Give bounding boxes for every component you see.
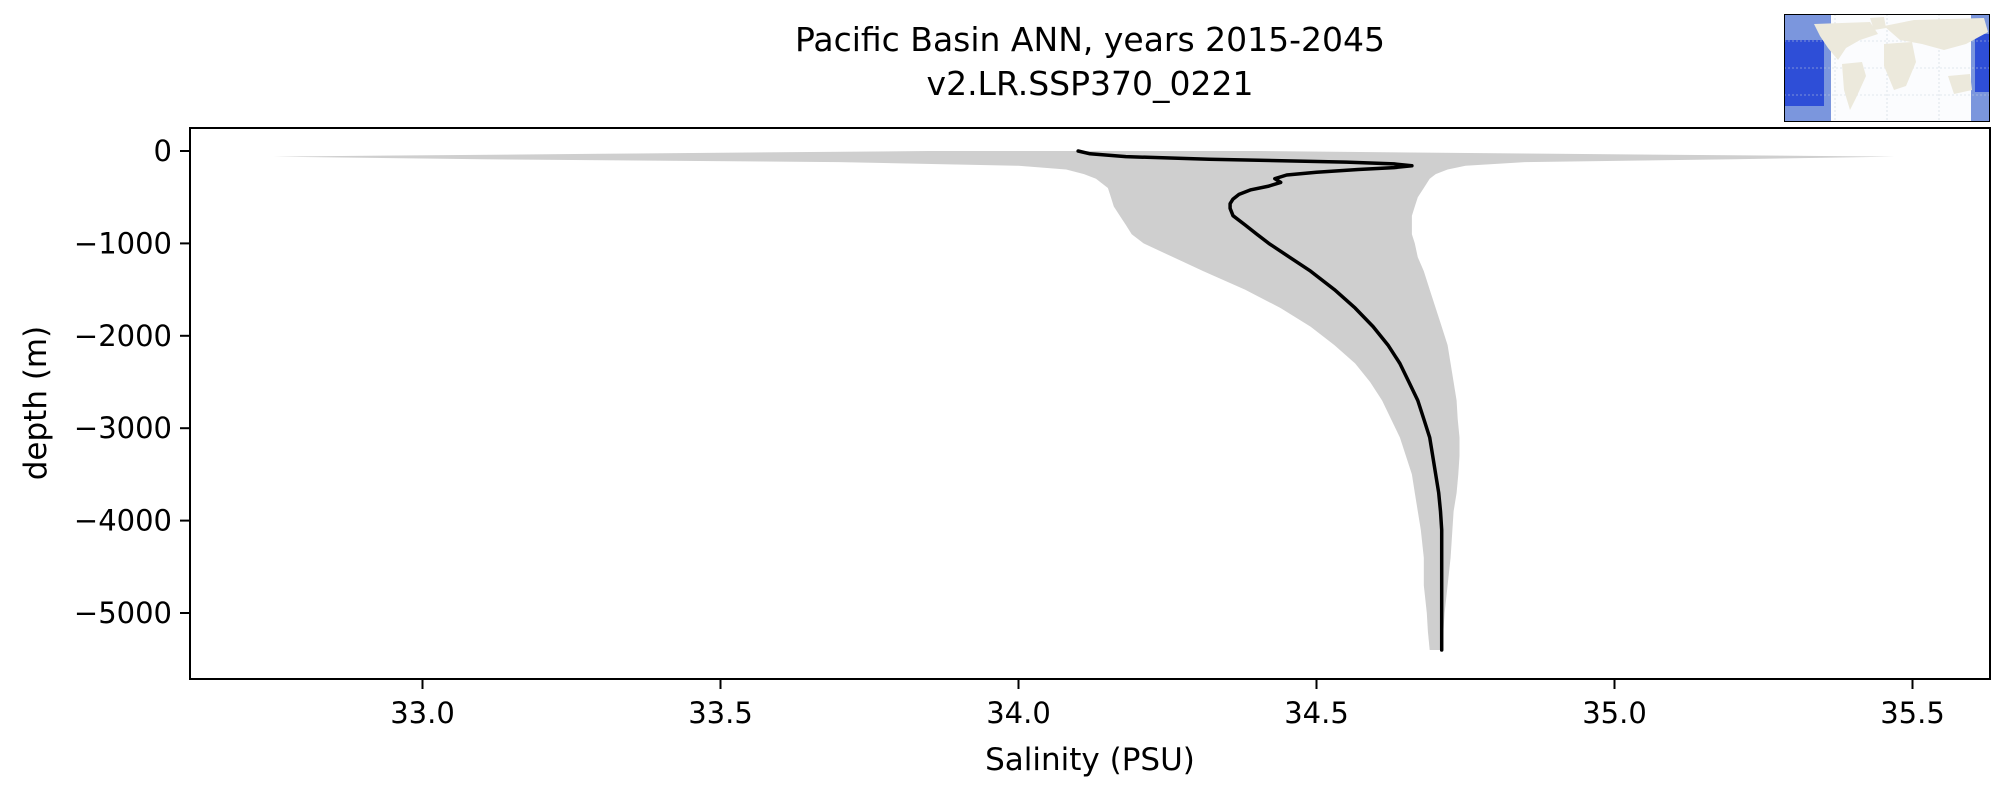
inset-land-south-america — [1842, 62, 1866, 110]
x-axis-label: Salinity (PSU) — [985, 742, 1195, 778]
inset-land-greenland — [1870, 17, 1886, 30]
chart-title-line1: Pacific Basin ANN, years 2015-2045 — [794, 20, 1386, 59]
inset-basin-highlight-right-core — [1975, 34, 1990, 92]
x-tick-label: 34.5 — [1284, 696, 1349, 730]
x-tick-label: 34.0 — [986, 696, 1051, 730]
inset-land-africa — [1884, 42, 1916, 90]
y-tick-label: −2000 — [74, 319, 172, 353]
y-tick-label: −4000 — [74, 504, 172, 538]
x-tick-label: 35.0 — [1582, 696, 1647, 730]
x-tick-label: 33.0 — [390, 696, 455, 730]
inset-land-australia — [1948, 74, 1972, 94]
chart-title: Pacific Basin ANN, years 2015-2045 v2.LR… — [190, 18, 1990, 105]
inset-border — [1784, 14, 1990, 122]
region-inset-map — [1784, 14, 1990, 122]
chart-title-line2: v2.LR.SSP370_0221 — [926, 63, 1254, 103]
y-tick-label: 0 — [154, 134, 172, 168]
inset-landmasses — [1814, 17, 1988, 110]
y-tick-label: −1000 — [74, 226, 172, 260]
y-axis-label: depth (m) — [18, 325, 54, 481]
inset-basin-highlight-left-core — [1784, 40, 1824, 106]
uncertainty-band — [273, 151, 1895, 650]
y-tick-label: −5000 — [74, 596, 172, 630]
inset-land-eurasia — [1884, 18, 1988, 50]
axes-frame — [189, 127, 1991, 680]
y-tick-label: −3000 — [74, 411, 172, 445]
mean-profile-line — [1076, 149, 1444, 652]
x-tick-label: 33.5 — [688, 696, 753, 730]
inset-land-north-america — [1814, 22, 1878, 60]
x-tick-label: 35.5 — [1880, 696, 1945, 730]
